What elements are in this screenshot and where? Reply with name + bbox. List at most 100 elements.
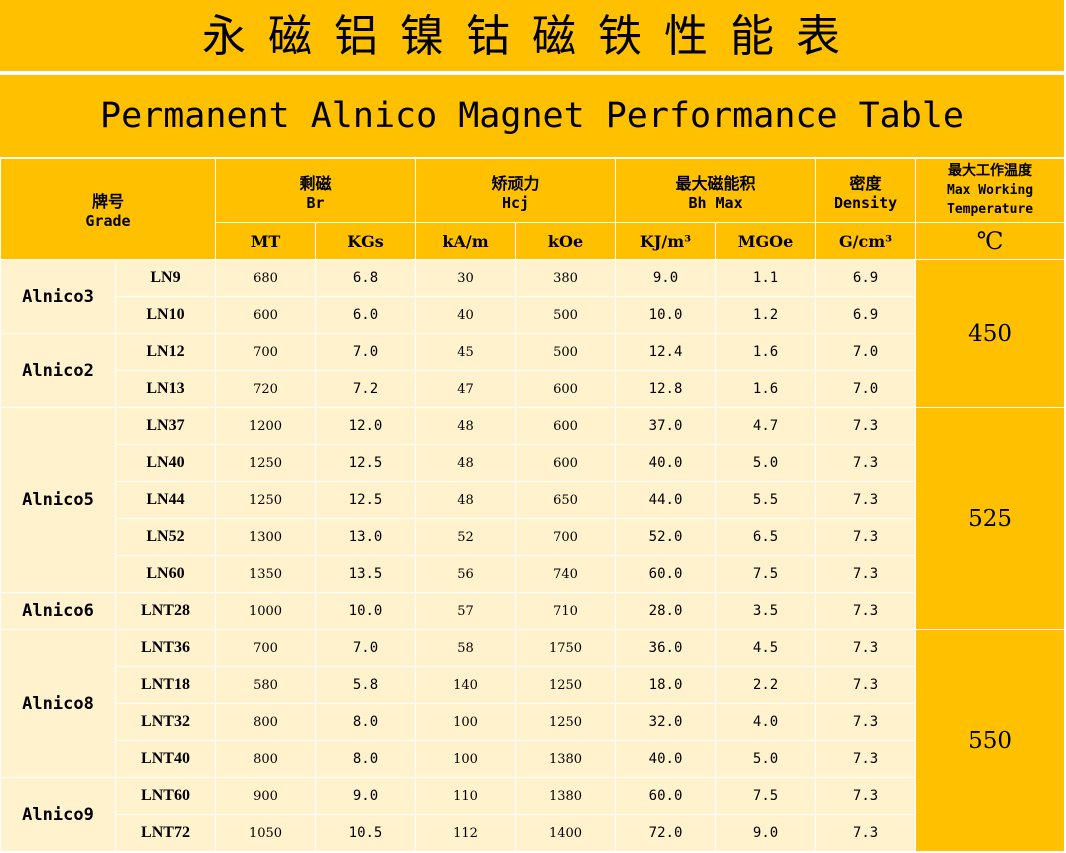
table-body: Alnico3 LN9 680 6.8 30 380 9.0 1.1 6.9 450 LN10 600…	[0, 259, 1066, 852]
hcj-koe-value: 650	[515, 481, 617, 519]
br-header-en: Br	[306, 193, 325, 212]
bhmax-header: 最大磁能积 Bh Max	[615, 158, 817, 223]
br-mt-value: 700	[215, 333, 316, 371]
series-cell: Alnico3	[0, 259, 116, 334]
hcj-kam-value: 48	[415, 481, 517, 519]
grade-cell: LN13	[115, 370, 216, 408]
grade-cell: LN9	[115, 259, 216, 297]
hcj-koe-value: 500	[515, 296, 617, 334]
hcj-kam-value: 56	[415, 555, 517, 593]
density-value: 7.3	[815, 740, 917, 778]
br-mt-value: 720	[215, 370, 316, 408]
br-header: 剩磁 Br	[214, 158, 417, 223]
density-value: 7.3	[815, 814, 917, 852]
density-value: 7.3	[815, 703, 917, 741]
density-value: 7.3	[815, 629, 917, 667]
table-row: LN60 1350 13.5 56 740 60.0 7.5 7.3	[1, 555, 1065, 593]
br-kgs-value: 9.0	[314, 777, 417, 815]
br-kgs-value: 12.5	[314, 481, 417, 519]
series-cell: Alnico6	[0, 592, 116, 630]
bhmax-kjm3-value: 40.0	[615, 740, 717, 778]
density-value: 7.3	[815, 666, 917, 704]
grade-cell: LN44	[115, 481, 216, 519]
grade-cell: LN40	[115, 444, 216, 482]
br-mt-value: 1350	[215, 555, 316, 593]
bhmax-mgoe-value: 1.6	[715, 370, 817, 408]
hcj-koe-value: 1380	[515, 777, 617, 815]
density-value: 7.3	[815, 481, 917, 519]
br-kgs-value: 13.5	[314, 555, 417, 593]
bhmax-mgoe-value: 2.2	[715, 666, 817, 704]
bhmax-mgoe-value: 5.0	[715, 444, 817, 482]
br-mt-value: 1000	[215, 592, 316, 630]
bhmax-kjm3-value: 9.0	[615, 259, 717, 297]
table-row: LN52 1300 13.0 52 700 52.0 6.5 7.3	[1, 518, 1065, 556]
table-row: LNT18 580 5.8 140 1250 18.0 2.2 7.3	[1, 666, 1065, 704]
unit-celsius: ℃	[915, 222, 1066, 260]
grade-cell: LNT40	[115, 740, 216, 778]
unit-kgs: KGs	[314, 222, 417, 260]
max-temperature-value: 450	[915, 259, 1066, 408]
hcj-koe-value: 1750	[515, 629, 617, 667]
grade-cell: LNT18	[115, 666, 216, 704]
series-cell: Alnico8	[0, 629, 116, 778]
hcj-kam-value: 48	[415, 444, 517, 482]
density-header: 密度 Density	[815, 158, 917, 223]
unit-mgoe: MGOe	[715, 222, 817, 260]
unit-kam: kA/m	[415, 222, 517, 260]
bhmax-mgoe-value: 7.5	[715, 555, 817, 593]
br-kgs-value: 12.5	[314, 444, 417, 482]
density-header-en: Density	[833, 193, 898, 212]
bhmax-mgoe-value: 4.5	[715, 629, 817, 667]
grade-cell: LNT72	[115, 814, 216, 852]
bhmax-mgoe-value: 1.1	[715, 259, 817, 297]
table-row: LN40 1250 12.5 48 600 40.0 5.0 7.3	[1, 444, 1065, 482]
bhmax-kjm3-value: 32.0	[615, 703, 717, 741]
br-mt-value: 600	[215, 296, 316, 334]
unit-kjm3: KJ/m³	[615, 222, 717, 260]
table-row: Alnico2 LN12 700 7.0 45 500 12.4 1.6 7.0	[0, 333, 1065, 408]
br-kgs-value: 10.0	[314, 592, 417, 630]
br-kgs-value: 7.0	[314, 629, 417, 667]
br-mt-value: 1250	[215, 444, 316, 482]
br-kgs-value: 13.0	[314, 518, 417, 556]
br-mt-value: 580	[215, 666, 316, 704]
hcj-kam-value: 112	[415, 814, 517, 852]
hcj-kam-value: 47	[415, 370, 517, 408]
hcj-koe-value: 600	[515, 407, 617, 445]
br-kgs-value: 5.8	[314, 666, 417, 704]
grade-cell: LN60	[115, 555, 216, 593]
hcj-header-en: Hcj	[501, 193, 530, 212]
density-value: 7.3	[815, 777, 917, 815]
bhmax-kjm3-value: 44.0	[615, 481, 717, 519]
bhmax-kjm3-value: 10.0	[615, 296, 717, 334]
bhmax-mgoe-value: 5.0	[715, 740, 817, 778]
temperature-header-zh: 最大工作温度	[948, 163, 1033, 179]
grade-cell: LNT28	[115, 592, 216, 630]
bhmax-mgoe-value: 4.0	[715, 703, 817, 741]
br-kgs-value: 6.0	[314, 296, 417, 334]
bhmax-mgoe-value: 5.5	[715, 481, 817, 519]
table-row: LN10 600 6.0 40 500 10.0 1.2 6.9	[1, 296, 1065, 334]
hcj-kam-value: 140	[415, 666, 517, 704]
series-cell: Alnico2	[0, 333, 116, 408]
hcj-koe-value: 600	[515, 444, 617, 482]
density-value: 7.0	[815, 370, 917, 408]
hcj-koe-value: 1250	[515, 666, 617, 704]
bhmax-kjm3-value: 18.0	[615, 666, 717, 704]
hcj-koe-value: 380	[515, 259, 617, 297]
table-row: Alnico3 LN9 680 6.8 30 380 9.0 1.1 6.9 450	[0, 259, 1066, 408]
br-mt-value: 1200	[215, 407, 316, 445]
br-mt-value: 800	[215, 740, 316, 778]
page-title-english: Permanent Alnico Magnet Performance Tabl…	[0, 75, 1064, 157]
br-mt-value: 680	[215, 259, 316, 297]
table-row: LNT32 800 8.0 100 1250 32.0 4.0 7.3	[1, 703, 1065, 741]
bhmax-mgoe-value: 1.2	[715, 296, 817, 334]
hcj-kam-value: 57	[415, 592, 517, 630]
hcj-koe-value: 600	[515, 370, 617, 408]
density-header-zh: 密度	[849, 173, 882, 193]
unit-gcm3: G/cm³	[815, 222, 917, 260]
bhmax-mgoe-value: 1.6	[715, 333, 817, 371]
hcj-header: 矫顽力 Hcj	[415, 158, 617, 223]
